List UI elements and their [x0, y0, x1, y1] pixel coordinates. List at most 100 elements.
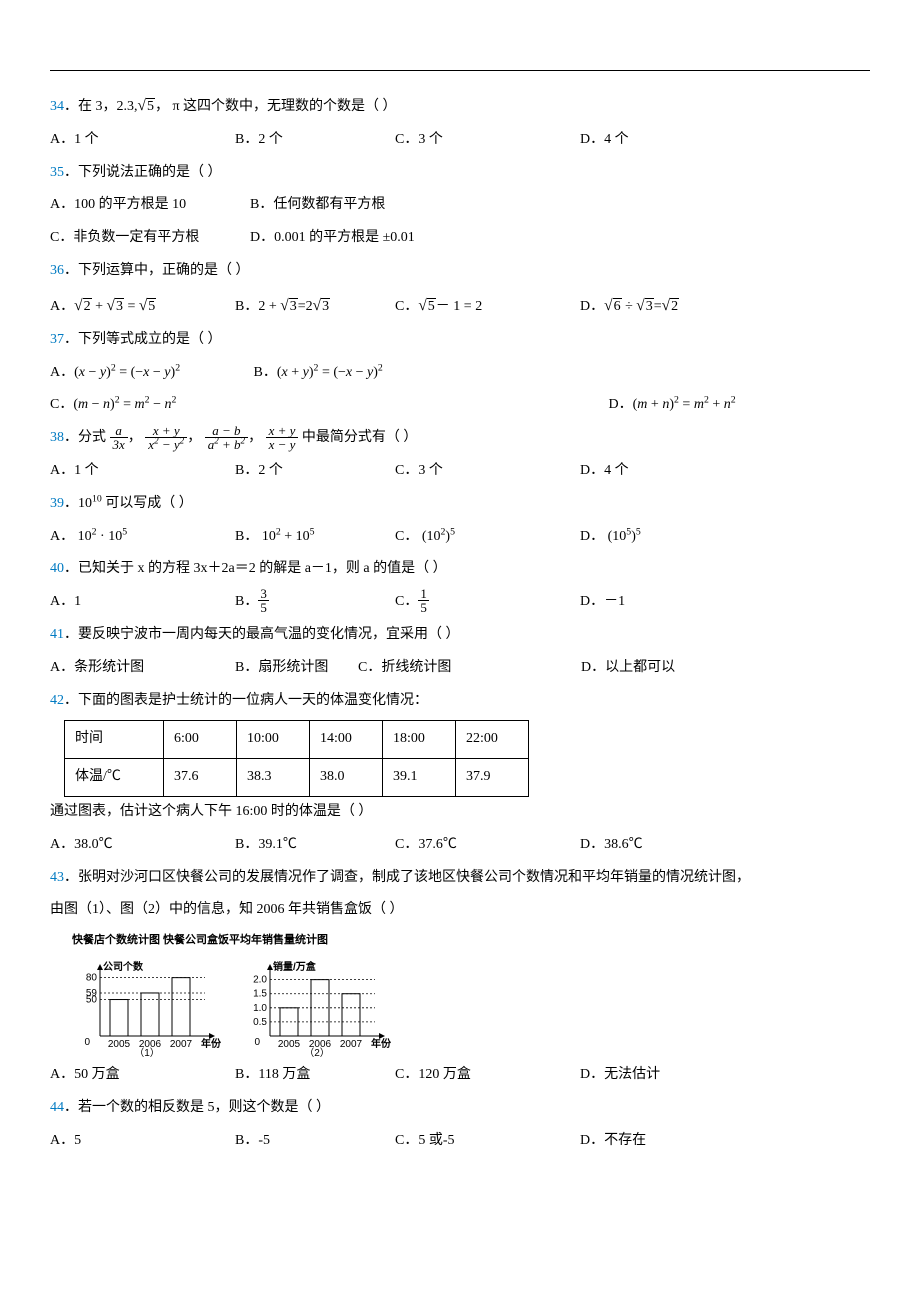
- q39-options: A． 102 · 105 B． 102 + 105 C． (102)5 D． (…: [50, 522, 870, 553]
- q42-C: C．37.6℃: [395, 830, 580, 861]
- q40-options: A．1 B．35 C．15 D．－1: [50, 587, 870, 618]
- svg-text:2007: 2007: [170, 1039, 193, 1050]
- q39-B: B． 102 + 105: [235, 522, 395, 553]
- q43-B: B．118 万盒: [235, 1060, 395, 1091]
- q34-options: A．1 个 B．2 个 C．3 个 D．4 个: [50, 125, 870, 156]
- q44-B: B．-5: [235, 1126, 395, 1157]
- frac1: a3x: [110, 424, 128, 452]
- page: 34．在 3，2.3,5， π 这四个数中，无理数的个数是（ ） A．1 个 B…: [0, 0, 920, 1209]
- q35-D: D．0.001 的平方根是 ±0.01: [250, 223, 415, 254]
- q37-A: A．(x − y)2 = (−x − y)2: [50, 358, 250, 389]
- q41-D: D．以上都可以: [581, 653, 675, 684]
- q38-stem: 38．分式 a3x， x + yx2 − y2， a − ba2 + b2， x…: [50, 423, 870, 454]
- q42-options: A．38.0℃ B．39.1℃ C．37.6℃ D．38.6℃: [50, 830, 870, 861]
- q39-A: A． 102 · 105: [50, 522, 235, 553]
- table-row: 体温/℃ 37.6 38.3 38.0 39.1 37.9: [65, 759, 529, 797]
- q43-C: C．120 万盒: [395, 1060, 580, 1091]
- svg-text:（1）: （1）: [134, 1047, 160, 1058]
- q38-options: A．1 个 B．2 个 C．3 个 D．4 个: [50, 456, 870, 487]
- chart1: 公司个数年份0200520062007505980（1）: [72, 958, 232, 1058]
- q39-num: 39: [50, 496, 64, 511]
- svg-text:80: 80: [86, 973, 98, 984]
- q44-options: A．5 B．-5 C．5 或-5 D．不存在: [50, 1126, 870, 1157]
- q40-C: C．15: [395, 587, 580, 618]
- q36-options: A．2 + 3 = 5 B．2 + 3=23 C．5－ 1 = 2 D．6 ÷ …: [50, 289, 870, 323]
- svg-text:2005: 2005: [278, 1039, 301, 1050]
- q38-C: C．3 个: [395, 456, 580, 487]
- svg-text:2.0: 2.0: [253, 975, 267, 986]
- q35-C: C．非负数一定有平方根: [50, 223, 250, 254]
- q41-num: 41: [50, 627, 64, 642]
- q39-D: D． (105)5: [580, 522, 641, 553]
- q42-table: 时间 6:00 10:00 14:00 18:00 22:00 体温/℃ 37.…: [64, 720, 529, 797]
- q44-D: D．不存在: [580, 1126, 646, 1157]
- chart-titles: 快餐店个数统计图 快餐公司盒饭平均年销售量统计图: [72, 928, 870, 952]
- q41-stem: 41．要反映宁波市一周内每天的最高气温的变化情况，宜采用（ ）: [50, 620, 870, 651]
- q43-num: 43: [50, 870, 64, 885]
- q37-stem: 37．下列等式成立的是（ ）: [50, 325, 870, 356]
- q38-num: 38: [50, 430, 64, 445]
- q43-options: A．50 万盒 B．118 万盒 C．120 万盒 D．无法估计: [50, 1060, 870, 1091]
- q36-D: D．6 ÷ 3=2: [580, 289, 679, 323]
- q35-num: 35: [50, 165, 64, 180]
- frac2: x + yx2 − y2: [145, 424, 187, 452]
- q37-C: C．(m − n)2 = m2 − n2: [50, 390, 605, 421]
- q35-row2: C．非负数一定有平方根D．0.001 的平方根是 ±0.01: [50, 223, 870, 254]
- q34-B: B．2 个: [235, 125, 395, 156]
- q44-num: 44: [50, 1100, 64, 1115]
- q43-charts: 公司个数年份0200520062007505980（1） 销量/万盒年份0200…: [72, 958, 870, 1058]
- q41-C: C．折线统计图: [358, 653, 581, 684]
- q42-num: 42: [50, 693, 64, 708]
- q37-row1: A．(x − y)2 = (−x − y)2 B．(x + y)2 = (−x …: [50, 358, 870, 389]
- sqrt-icon: 5: [138, 89, 155, 123]
- q36-C: C．5－ 1 = 2: [395, 289, 580, 323]
- q34-A: A．1 个: [50, 125, 235, 156]
- q34-num: 34: [50, 99, 64, 114]
- q36-B: B．2 + 3=23: [235, 289, 395, 323]
- svg-text:2007: 2007: [340, 1039, 363, 1050]
- q34-D: D．4 个: [580, 125, 629, 156]
- q35-row1: A．100 的平方根是 10B．任何数都有平方根: [50, 190, 870, 221]
- q42-stem: 42．下面的图表是护士统计的一位病人一天的体温变化情况：: [50, 686, 870, 717]
- q34-C: C．3 个: [395, 125, 580, 156]
- q36-num: 36: [50, 263, 64, 278]
- svg-text:0: 0: [84, 1037, 90, 1048]
- q42-B: B．39.1℃: [235, 830, 395, 861]
- svg-text:年份: 年份: [201, 1037, 222, 1050]
- q36-stem: 36．下列运算中，正确的是（ ）: [50, 256, 870, 287]
- chart2-svg: 销量/万盒年份02005200620070.51.01.52.0（2）: [242, 958, 392, 1058]
- q40-B: B．35: [235, 587, 395, 618]
- svg-text:0.5: 0.5: [253, 1017, 267, 1028]
- q43-A: A．50 万盒: [50, 1060, 235, 1091]
- table-row: 时间 6:00 10:00 14:00 18:00 22:00: [65, 721, 529, 759]
- q42-A: A．38.0℃: [50, 830, 235, 861]
- q37-D: D．(m + n)2 = m2 + n2: [609, 390, 736, 421]
- q37-row2: C．(m − n)2 = m2 − n2 D．(m + n)2 = m2 + n…: [50, 390, 870, 421]
- svg-text:2005: 2005: [108, 1039, 131, 1050]
- frac4: x + yx − y: [266, 424, 299, 452]
- svg-text:1.0: 1.0: [253, 1003, 267, 1014]
- q39-C: C． (102)5: [395, 522, 580, 553]
- q35-B: B．任何数都有平方根: [250, 190, 385, 221]
- q39-stem: 39．1010 可以写成（ ）: [50, 489, 870, 520]
- q38-D: D．4 个: [580, 456, 629, 487]
- q44-C: C．5 或-5: [395, 1126, 580, 1157]
- q42-line2: 通过图表，估计这个病人下午 16:00 时的体温是（ ）: [50, 797, 870, 828]
- q42-D: D．38.6℃: [580, 830, 643, 861]
- q40-stem: 40．已知关于 x 的方程 3x＋2a＝2 的解是 a－1，则 a 的值是（ ）: [50, 554, 870, 585]
- q41-B: B．扇形统计图: [235, 653, 358, 684]
- frac3: a − ba2 + b2: [205, 424, 248, 452]
- svg-text:0: 0: [254, 1037, 260, 1048]
- chart2: 销量/万盒年份02005200620070.51.01.52.0（2）: [242, 958, 402, 1058]
- svg-text:销量/万盒: 销量/万盒: [273, 960, 317, 973]
- svg-text:公司个数: 公司个数: [103, 960, 144, 973]
- q40-num: 40: [50, 561, 64, 576]
- q38-B: B．2 个: [235, 456, 395, 487]
- q43-D: D．无法估计: [580, 1060, 660, 1091]
- chart1-svg: 公司个数年份0200520062007505980（1）: [72, 958, 222, 1058]
- svg-text:1.5: 1.5: [253, 989, 267, 1000]
- q37-num: 37: [50, 332, 64, 347]
- q37-B: B．(x + y)2 = (−x − y)2: [254, 358, 383, 389]
- header-rule: [50, 70, 870, 71]
- q44-A: A．5: [50, 1126, 235, 1157]
